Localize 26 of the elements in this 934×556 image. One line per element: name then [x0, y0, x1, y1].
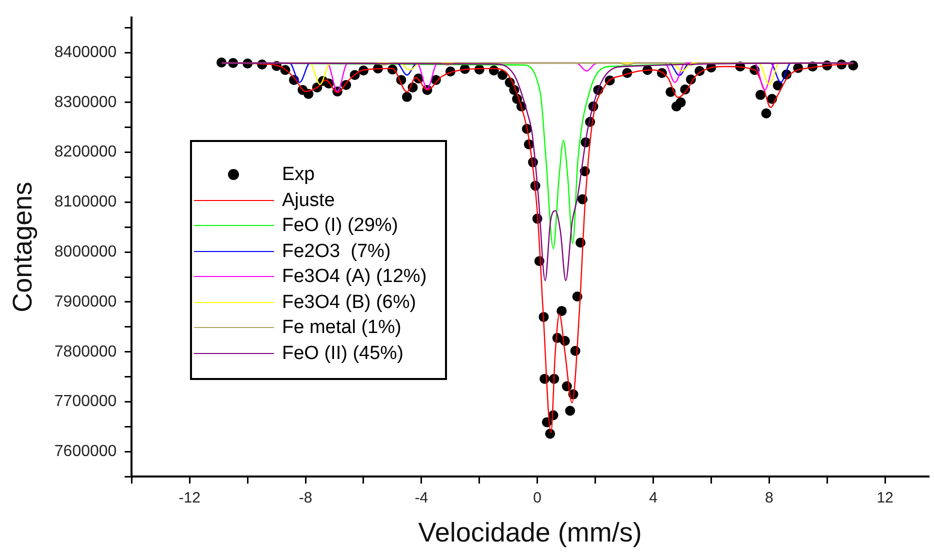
y-tick-label: 7900000 — [54, 293, 117, 310]
legend-label: Fe metal (1%) — [282, 316, 402, 340]
x-tick-label: 4 — [649, 490, 658, 507]
y-tick-label: 8000000 — [54, 243, 117, 260]
legend-label: Fe3O4 (B) (6%) — [282, 290, 416, 314]
legend-label: Fe2O3 (7%) — [282, 240, 391, 264]
y-tick-label: 7800000 — [54, 343, 117, 360]
legend-label: Fe3O4 (A) (12%) — [282, 265, 427, 289]
x-tick-label: -8 — [298, 490, 312, 507]
legend-label: Ajuste — [282, 188, 335, 212]
y-tick-label: 7600000 — [54, 443, 117, 460]
x-tick-label: -4 — [414, 490, 428, 507]
y-tick-label: 8300000 — [54, 94, 117, 111]
legend-label: FeO (II) (45%) — [282, 342, 404, 366]
x-tick-label: -12 — [178, 490, 200, 507]
y-tick-label: 7700000 — [54, 393, 117, 410]
legend-label: FeO (I) (29%) — [282, 214, 398, 238]
y-axis-title: Contagens — [8, 182, 38, 312]
x-axis-title: Velocidade (mm/s) — [418, 517, 642, 548]
legend-label: Exp — [282, 163, 315, 187]
x-tick-label: 8 — [764, 490, 774, 507]
y-tick-label: 8100000 — [54, 194, 117, 211]
x-tick-label: 0 — [533, 490, 542, 507]
y-tick-label: 8200000 — [54, 144, 117, 161]
y-tick-label: 8400000 — [54, 44, 117, 61]
x-tick-label: 12 — [876, 490, 894, 507]
